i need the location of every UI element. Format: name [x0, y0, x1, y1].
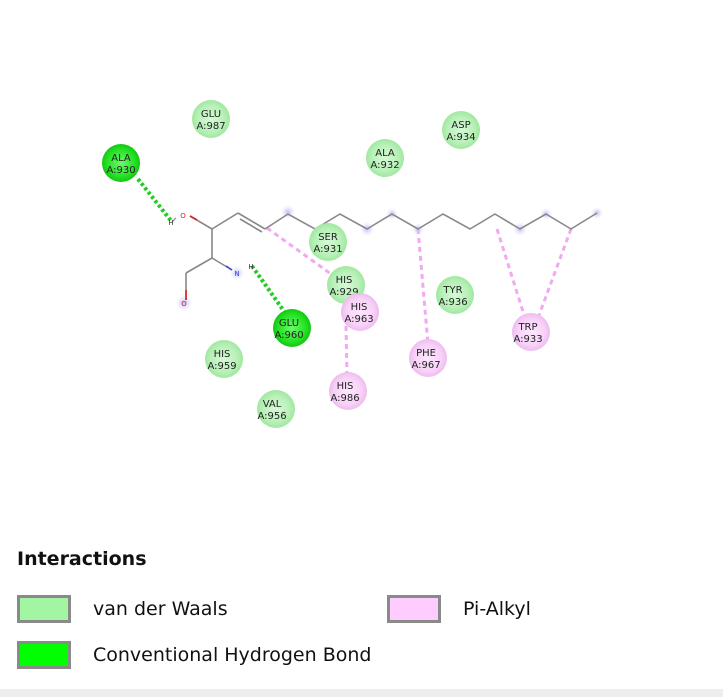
residue-phe967: PHE A:967: [409, 339, 447, 377]
legend: Interactions van der Waals Pi-Alkyl Conv…: [17, 548, 707, 678]
svg-text:HIS: HIS: [336, 275, 353, 286]
hbond-line-glu960: [250, 264, 288, 316]
residue-asp934: ASP A:934: [442, 111, 480, 149]
bond-n-blue: [225, 265, 233, 271]
svg-text:ALA: ALA: [375, 148, 395, 159]
svg-text:A:934: A:934: [446, 132, 475, 143]
legend-item-pialkyl: Pi-Alkyl: [387, 592, 531, 626]
residue-trp933: TRP A:933: [512, 313, 550, 351]
residue-glu987: GLU A:987: [192, 100, 230, 138]
pialkyl-line-phe967: [416, 228, 430, 345]
svg-text:A:932: A:932: [370, 160, 399, 171]
double-bond: [239, 218, 263, 233]
svg-text:A:967: A:967: [411, 360, 440, 371]
bond-oh-red: [189, 215, 198, 221]
double-bond: [237, 212, 266, 230]
hbond-line-ala930: [136, 177, 174, 224]
legend-item-vdw: van der Waals: [17, 592, 228, 626]
legend-label-pialkyl: Pi-Alkyl: [463, 598, 531, 620]
bottom-bar: [0, 689, 723, 697]
pialkyl-line-trp933-b: [536, 228, 573, 319]
svg-text:A:930: A:930: [106, 165, 135, 176]
alkyl-chain: [264, 212, 598, 230]
svg-text:A:929: A:929: [329, 287, 358, 298]
atom-o2: O: [181, 300, 187, 308]
atom-h2: H: [248, 263, 253, 271]
residue-ser931: SER A:931: [309, 223, 347, 261]
residues: ALA A:930 GLU A:987 ALA A:932 ASP A:934 …: [102, 100, 550, 428]
svg-text:GLU: GLU: [201, 109, 221, 120]
residue-his963: HIS A:963: [341, 293, 379, 331]
residue-ala930: ALA A:930: [102, 144, 140, 182]
atom-o1: O: [180, 212, 186, 220]
residue-his986: HIS A:986: [329, 372, 367, 410]
svg-text:A:959: A:959: [207, 361, 236, 372]
svg-text:TRP: TRP: [517, 322, 537, 333]
svg-text:HIS: HIS: [351, 302, 368, 313]
atom-glow: [230, 266, 244, 280]
svg-text:HIS: HIS: [214, 349, 231, 360]
legend-swatch-vdw: [17, 595, 71, 623]
svg-text:A:933: A:933: [513, 334, 542, 345]
atom-h1: H: [168, 219, 173, 227]
legend-title: Interactions: [17, 548, 147, 570]
atom-n1: N: [234, 270, 239, 278]
pialkyl-line-his929: [266, 226, 339, 281]
svg-text:A:960: A:960: [274, 330, 303, 341]
svg-text:A:936: A:936: [438, 297, 467, 308]
svg-text:ASP: ASP: [451, 120, 470, 131]
legend-label-hbond: Conventional Hydrogen Bond: [93, 644, 372, 666]
svg-text:TYR: TYR: [442, 285, 462, 296]
residue-val956: VAL A:956: [257, 390, 295, 428]
svg-text:A:956: A:956: [257, 411, 286, 422]
residue-glu960: GLU A:960: [273, 309, 311, 347]
legend-item-hbond: Conventional Hydrogen Bond: [17, 638, 371, 672]
svg-text:PHE: PHE: [416, 348, 436, 359]
legend-label-vdw: van der Waals: [93, 598, 228, 620]
legend-swatch-hbond: [17, 641, 71, 669]
double-bond: [211, 212, 239, 230]
pialkyl-line-his986: [344, 325, 349, 377]
ligand: O H N H O: [168, 205, 603, 311]
legend-swatch-pialkyl: [387, 595, 441, 623]
atom-glow: [176, 295, 192, 311]
svg-text:A:987: A:987: [196, 121, 225, 132]
svg-text:A:931: A:931: [313, 244, 342, 255]
bond-h: [171, 217, 177, 223]
svg-text:A:963: A:963: [344, 314, 373, 325]
svg-text:A:986: A:986: [330, 393, 359, 404]
svg-text:HIS: HIS: [337, 381, 354, 392]
svg-text:VAL: VAL: [263, 399, 282, 410]
svg-text:ALA: ALA: [111, 153, 131, 164]
svg-text:SER: SER: [318, 232, 338, 243]
pialkyl-line-trp933-a: [495, 228, 527, 319]
residue-tyr936: TYR A:936: [436, 276, 474, 314]
bond: [185, 257, 213, 274]
residue-ala932: ALA A:932: [366, 139, 404, 177]
interaction-diagram: O H N H O ALA A:930 GLU A:987 ALA A:932 …: [102, 100, 603, 428]
residue-his959: HIS A:959: [205, 340, 243, 378]
svg-text:GLU: GLU: [279, 318, 299, 329]
